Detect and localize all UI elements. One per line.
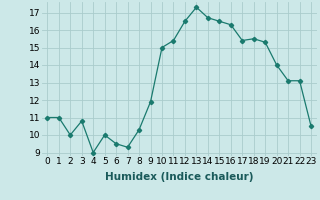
- X-axis label: Humidex (Indice chaleur): Humidex (Indice chaleur): [105, 172, 253, 182]
